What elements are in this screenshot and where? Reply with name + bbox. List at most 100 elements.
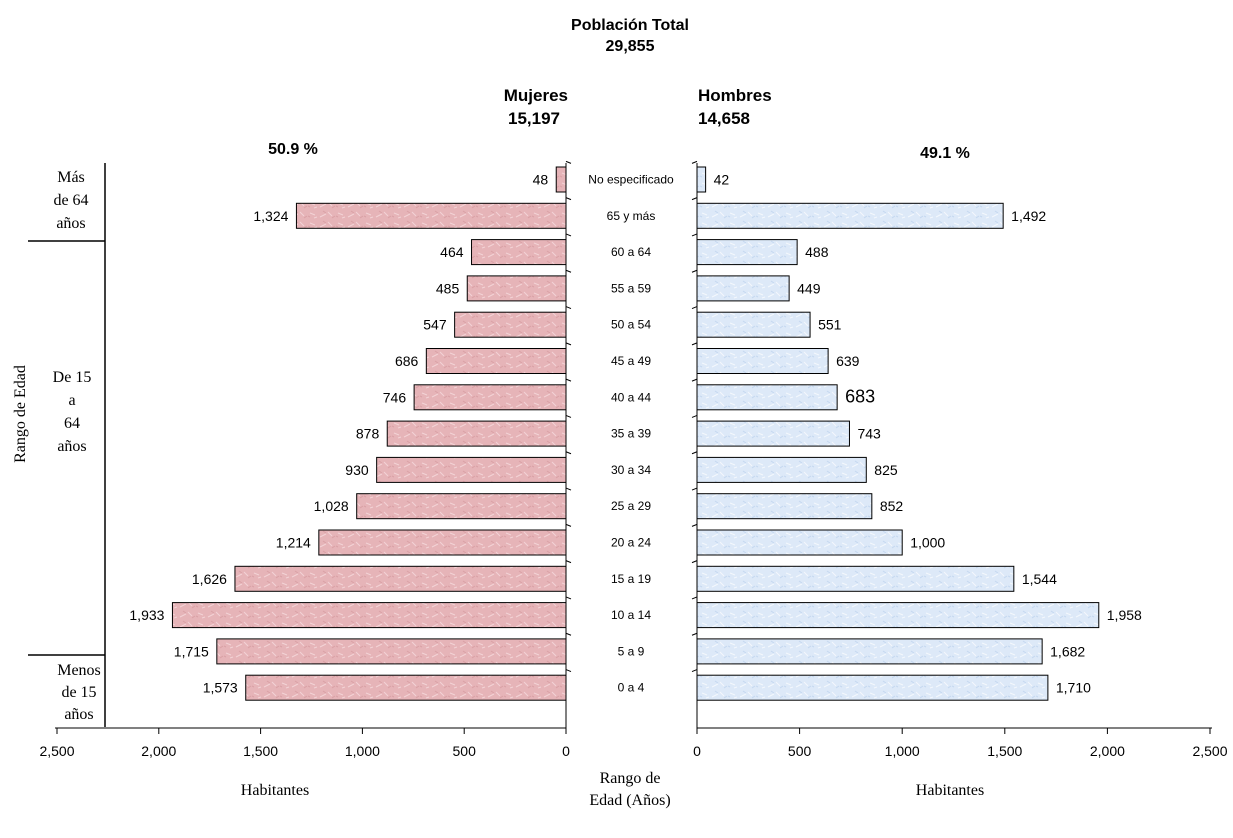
men-category-tick [691, 160, 698, 164]
women-category-tick [565, 451, 572, 455]
women-value-label: 878 [356, 426, 380, 442]
women-category-tick [565, 160, 572, 164]
men-category-tick [691, 669, 698, 673]
women-bar [413, 384, 567, 411]
men-bar [696, 529, 903, 556]
men-bar [696, 348, 829, 374]
women-value-label: 1,933 [129, 607, 164, 623]
women-axis-tick-label: 2,500 [39, 743, 74, 759]
men-value-label: 683 [845, 386, 875, 406]
men-value-label: 488 [805, 244, 829, 260]
women-bar [245, 674, 567, 701]
men-value-label: 449 [797, 280, 821, 296]
women-category-tick [565, 596, 572, 600]
age-range-label: 55 a 59 [611, 281, 651, 295]
women-bar [386, 420, 567, 447]
age-range-label: 15 a 19 [611, 572, 651, 586]
men-axis-tick-label: 500 [788, 743, 812, 759]
women-category-tick [565, 487, 572, 491]
men-bar [696, 602, 1100, 629]
men-axis-tick-label: 2,000 [1090, 743, 1125, 759]
women-value-label: 746 [383, 389, 407, 405]
women-axis-tick-label: 2,000 [141, 743, 176, 759]
men-category-tick [691, 451, 698, 455]
women-value-label: 1,715 [174, 643, 209, 659]
women-category-tick [565, 233, 572, 237]
men-axis-tick-label: 2,500 [1192, 743, 1227, 759]
age-range-label: 60 a 64 [611, 245, 651, 259]
women-axis-tick-label: 1,500 [243, 743, 278, 759]
women-bar [555, 166, 567, 193]
women-category-tick [565, 378, 572, 382]
men-bar [696, 239, 798, 266]
men-bar [696, 565, 1015, 592]
women-value-label: 1,324 [253, 208, 288, 224]
men-value-label: 551 [818, 317, 842, 333]
women-bar [425, 348, 567, 374]
chart-title: Población Total [571, 17, 689, 34]
group-label-15-to-64: De 15 a 64 años [53, 369, 92, 455]
men-category-tick [691, 523, 698, 527]
men-category-tick [691, 378, 698, 382]
men-value-label: 1,492 [1011, 208, 1046, 224]
women-category-tick [565, 632, 572, 636]
women-value-label: 1,214 [276, 535, 311, 551]
women-value-label: 485 [436, 280, 460, 296]
women-percentage: 50.9 % [268, 141, 318, 158]
axis-ticks: 2,500 2,000 1,500 1,000 500 0 0 500 1,000 1,500 2,… [39, 728, 1228, 759]
women-value-label: 686 [395, 353, 419, 369]
men-total: 14,658 [698, 109, 750, 128]
age-range-label: 20 a 24 [611, 536, 651, 550]
men-percentage: 49.1 % [920, 145, 970, 162]
bars: 48 42 1,324 1,492 464 488 485 449 547 551 686 639 74… [129, 166, 1142, 701]
women-bar [356, 493, 567, 520]
men-bar [696, 493, 873, 520]
men-bar [696, 674, 1049, 701]
men-value-label: 639 [836, 353, 860, 369]
total-population: 29,855 [606, 38, 655, 55]
women-axis-tick-label: 500 [453, 743, 477, 759]
age-range-labels: No especificado 65 y más 60 a 64 55 a 59 50 … [565, 160, 698, 695]
age-range-label: 35 a 39 [611, 427, 651, 441]
women-category-tick [565, 306, 572, 310]
men-value-label: 1,000 [910, 535, 945, 551]
men-bar [696, 420, 850, 447]
center-axis-title: Rango de Edad (Años) [589, 770, 670, 809]
group-label-over-64: Más de 64 años [53, 169, 88, 232]
group-label-under-15: Menos de 15 años [57, 662, 101, 723]
age-range-label: 50 a 54 [611, 318, 651, 332]
women-value-label: 48 [533, 172, 549, 188]
women-category-tick [565, 560, 572, 564]
men-label: Hombres [698, 86, 772, 105]
women-category-tick [565, 342, 572, 346]
men-value-label: 1,682 [1050, 643, 1085, 659]
men-bar [696, 638, 1043, 665]
men-value-label: 852 [880, 498, 904, 514]
age-range-label: 40 a 44 [611, 390, 651, 404]
age-group-labels: Más de 64 años De 15 a 64 años Menos de 15 años [53, 169, 101, 723]
women-bar [318, 529, 567, 556]
men-bar [696, 384, 838, 411]
women-bar [234, 565, 567, 592]
women-value-label: 464 [440, 244, 464, 260]
women-label: Mujeres [504, 86, 568, 105]
age-range-label: 45 a 49 [611, 354, 651, 368]
men-value-label: 825 [874, 462, 898, 478]
side-axis-label: Rango de Edad [12, 365, 29, 463]
age-range-label: 5 a 9 [618, 644, 645, 658]
men-category-tick [691, 487, 698, 491]
center-axis-label: Rango de Edad (Años) [589, 770, 670, 809]
men-category-tick [691, 560, 698, 564]
men-bar [696, 275, 790, 302]
women-bar [216, 638, 567, 665]
women-value-label: 1,573 [203, 680, 238, 696]
women-value-label: 1,626 [192, 571, 227, 587]
women-category-tick [565, 269, 572, 273]
men-bar [696, 166, 707, 193]
men-category-tick [691, 414, 698, 418]
men-value-label: 42 [714, 172, 730, 188]
men-bar [696, 456, 867, 483]
age-range-label: 30 a 34 [611, 463, 651, 477]
women-value-label: 1,028 [314, 498, 349, 514]
women-category-tick [565, 197, 572, 201]
